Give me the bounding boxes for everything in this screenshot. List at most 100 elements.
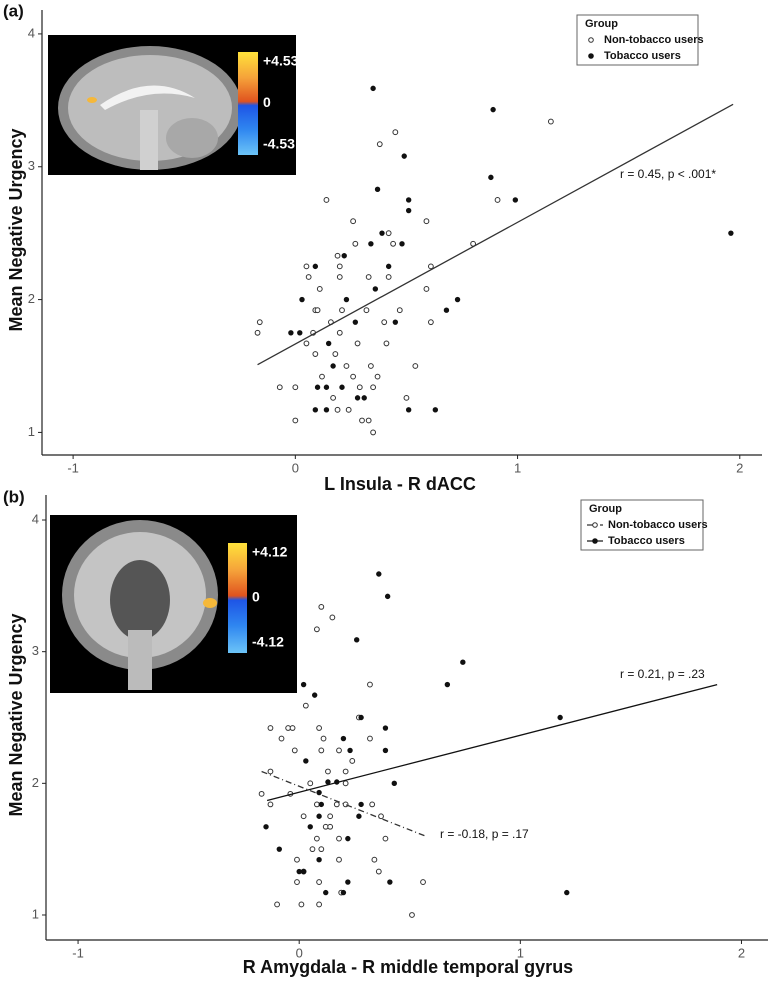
data-point: [302, 702, 309, 709]
data-point: [365, 417, 372, 424]
data-point: [352, 319, 359, 325]
data-point: [316, 856, 322, 863]
data-point: [258, 790, 265, 797]
fit-line: [257, 103, 734, 366]
data-point: [354, 395, 361, 401]
x-axis-title: R Amygdala - R middle temporal gyrus: [243, 957, 573, 977]
legend-marker: [592, 522, 598, 528]
data-point: [391, 780, 397, 787]
legend-label: Non-tobacco users: [608, 519, 708, 531]
data-point: [325, 768, 331, 775]
y-tick-label: 3: [28, 158, 35, 173]
data-point: [330, 394, 337, 401]
data-point: [423, 218, 430, 225]
data-point: [341, 253, 347, 259]
y-axis-title: Mean Negative Urgency: [6, 128, 26, 331]
data-point: [312, 263, 319, 270]
data-point: [488, 174, 494, 181]
x-tick-label: 2: [736, 460, 743, 475]
data-point: [454, 296, 461, 303]
data-point: [392, 129, 399, 136]
colorbar-label: +4.12: [252, 544, 288, 560]
data-point: [300, 868, 307, 875]
data-point: [342, 780, 349, 787]
data-point: [291, 747, 298, 754]
data-point: [256, 319, 263, 326]
annotation: r = 0.45, p < .001*: [620, 167, 716, 181]
data-point: [316, 813, 322, 819]
data-point: [564, 889, 570, 896]
data-point: [358, 801, 364, 808]
data-point: [334, 406, 341, 413]
data-point: [327, 823, 334, 830]
legend-marker: [592, 538, 598, 544]
data-point: [359, 417, 365, 424]
data-point: [420, 879, 426, 885]
data-point: [358, 714, 364, 721]
data-point: [392, 319, 399, 325]
brain-image: [50, 515, 297, 693]
data-point: [296, 868, 302, 875]
data-point: [334, 252, 341, 259]
legend-box: [576, 14, 699, 66]
data-point: [318, 801, 325, 808]
data-point: [332, 351, 339, 357]
legend-marker: [588, 37, 594, 43]
data-point: [274, 901, 280, 908]
data-point: [267, 801, 274, 808]
data-point: [365, 274, 372, 280]
data-point: [384, 593, 391, 600]
y-tick-label: 2: [32, 775, 39, 790]
data-point: [340, 889, 347, 896]
data-point: [276, 846, 282, 852]
data-point: [427, 319, 434, 326]
data-point: [316, 286, 323, 292]
data-point: [375, 868, 382, 875]
data-point: [323, 384, 330, 390]
data-point: [401, 153, 407, 159]
data-point: [381, 319, 388, 326]
data-point: [345, 879, 351, 885]
x-tick-label: -1: [67, 460, 79, 475]
data-point: [376, 141, 383, 148]
colorbar-label: -4.12: [252, 634, 284, 650]
data-point: [320, 735, 327, 742]
data-point: [423, 286, 430, 292]
annotation: r = -0.18, p = .17: [440, 827, 529, 841]
data-point: [728, 230, 734, 236]
data-point: [367, 363, 374, 369]
data-point: [303, 340, 310, 347]
y-tick-label: 1: [32, 906, 39, 921]
data-point: [370, 429, 377, 436]
data-point: [318, 846, 325, 853]
data-point: [345, 406, 352, 413]
data-point: [405, 207, 412, 214]
data-point: [557, 714, 563, 721]
data-point: [297, 330, 303, 336]
data-point: [294, 879, 300, 885]
data-point: [313, 835, 320, 842]
x-axis-title: L Insula - R dACC: [324, 474, 476, 494]
panel-label: (a): [3, 1, 24, 20]
legend-label: Tobacco users: [604, 50, 681, 62]
data-point: [313, 626, 320, 633]
fit-line: [261, 770, 426, 837]
data-point: [363, 307, 370, 314]
data-point: [412, 363, 419, 369]
data-point: [327, 813, 334, 820]
data-point: [396, 307, 403, 314]
data-point: [382, 835, 389, 842]
data-point: [299, 296, 305, 303]
data-point: [490, 106, 496, 113]
y-tick-label: 2: [28, 291, 35, 306]
data-point: [349, 758, 356, 764]
data-point: [300, 813, 307, 820]
data-point: [494, 197, 501, 203]
data-point: [336, 835, 342, 842]
data-point: [254, 329, 261, 336]
data-point: [385, 274, 392, 280]
x-tick-label: 0: [296, 945, 303, 960]
data-point: [343, 363, 350, 369]
x-tick-label: 1: [514, 460, 521, 475]
